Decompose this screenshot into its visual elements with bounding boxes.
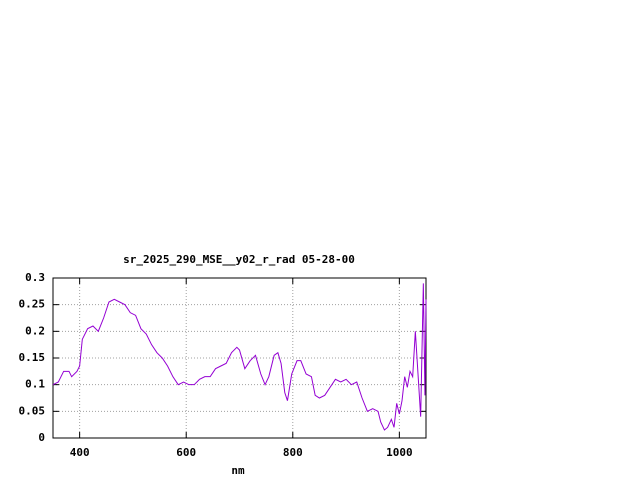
y-tick-label: 0.1	[25, 378, 45, 391]
y-tick-label: 0.2	[25, 324, 45, 337]
y-tick-label: 0	[38, 431, 45, 444]
data-line	[52, 283, 427, 431]
x-tick-label: 1000	[386, 446, 413, 459]
x-tick-label: 600	[176, 446, 196, 459]
x-axis-label: nm	[231, 464, 245, 477]
plot-frame	[52, 277, 427, 439]
x-tick-label: 400	[70, 446, 90, 459]
y-tick-label: 0.05	[19, 404, 46, 417]
y-tick-label: 0.15	[19, 351, 46, 364]
chart-title: sr_2025_290_MSE__y02_r_rad 05-28-00	[123, 253, 355, 266]
y-tick-label: 0.25	[19, 298, 46, 311]
y-tick-label: 0.3	[25, 271, 45, 284]
x-tick-label: 800	[283, 446, 303, 459]
